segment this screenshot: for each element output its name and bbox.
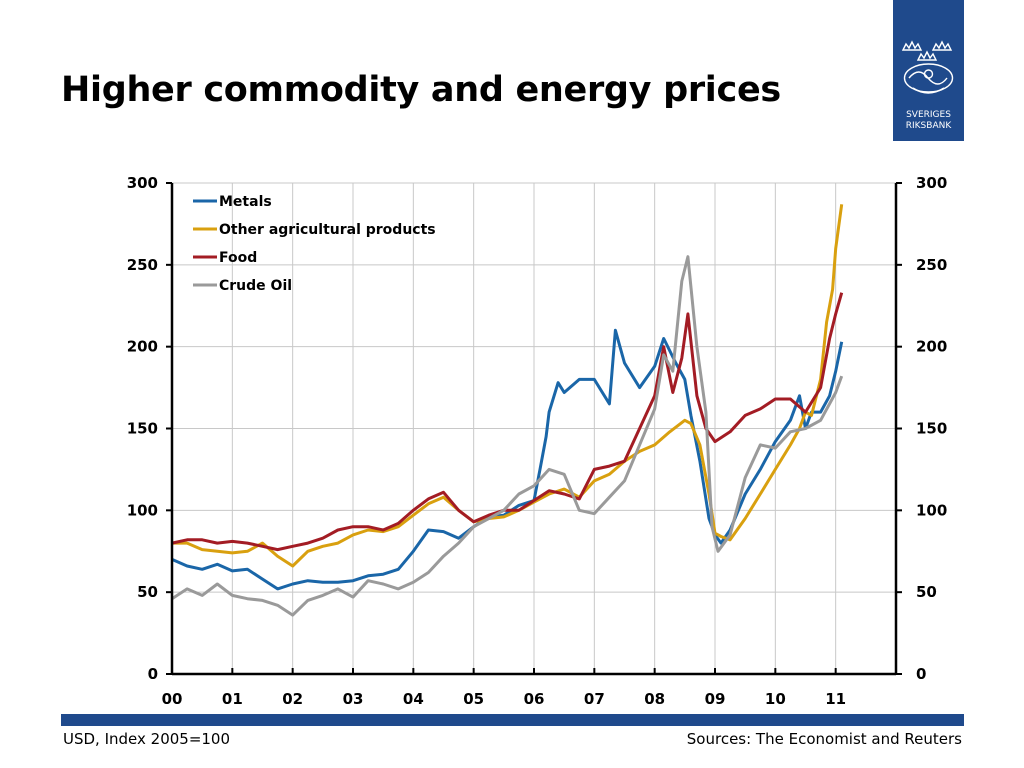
footer-bar xyxy=(61,714,964,726)
y-tick-label-left: 0 xyxy=(148,665,158,683)
x-tick-label: 02 xyxy=(282,690,303,708)
series-line-3 xyxy=(171,255,844,617)
y-tick-label-left: 150 xyxy=(127,420,158,438)
footer-source: Sources: The Economist and Reuters xyxy=(686,730,962,748)
x-tick-label: 11 xyxy=(825,690,846,708)
y-tick-label-left: 50 xyxy=(137,583,158,601)
y-tick-label-left: 300 xyxy=(127,174,158,192)
y-tick-label-right: 300 xyxy=(916,174,947,192)
x-tick-label: 04 xyxy=(403,690,424,708)
legend-label-2: Food xyxy=(219,250,257,266)
x-tick-label: 05 xyxy=(463,690,484,708)
legend-label-3: Crude Oil xyxy=(219,278,292,294)
logo-line-2: RIKSBANK xyxy=(905,121,952,131)
x-tick-label: 01 xyxy=(222,690,243,708)
x-tick-label: 09 xyxy=(705,690,726,708)
series-line-0 xyxy=(171,328,844,591)
x-tick-label: 00 xyxy=(162,690,183,708)
y-tick-label-left: 200 xyxy=(127,338,158,356)
series-line-1 xyxy=(172,204,844,568)
y-tick-label-left: 250 xyxy=(127,256,158,274)
chart-legend: Metals Other agricultural products Food Cru… xyxy=(193,194,436,294)
riksbank-crest-icon xyxy=(901,40,954,94)
y-tick-label-right: 50 xyxy=(916,583,937,601)
chart-grid xyxy=(172,182,896,674)
page-title: Higher commodity and energy prices xyxy=(61,70,781,110)
y-tick-label-right: 200 xyxy=(916,338,947,356)
y-tick-label-right: 0 xyxy=(916,665,926,683)
chart-axes xyxy=(166,182,902,676)
x-tick-label: 10 xyxy=(765,690,786,708)
x-tick-label: 08 xyxy=(644,690,665,708)
footer-note: USD, Index 2005=100 xyxy=(63,730,231,748)
logo-line-1: SVERIGES xyxy=(906,110,951,120)
x-tick-label: 07 xyxy=(584,690,605,708)
x-tick-label: 03 xyxy=(343,690,364,708)
legend-label-1: Other agricultural products xyxy=(219,222,436,238)
series-line-2 xyxy=(171,292,844,552)
y-tick-label-right: 250 xyxy=(916,256,947,274)
y-tick-label-right: 150 xyxy=(916,420,947,438)
legend-label-0: Metals xyxy=(219,194,272,210)
x-tick-label: 06 xyxy=(524,690,545,708)
riksbank-logo: SVERIGES RIKSBANK xyxy=(893,0,964,141)
y-tick-label-right: 100 xyxy=(916,501,947,519)
chart-series xyxy=(171,204,844,617)
y-tick-label-left: 100 xyxy=(127,501,158,519)
